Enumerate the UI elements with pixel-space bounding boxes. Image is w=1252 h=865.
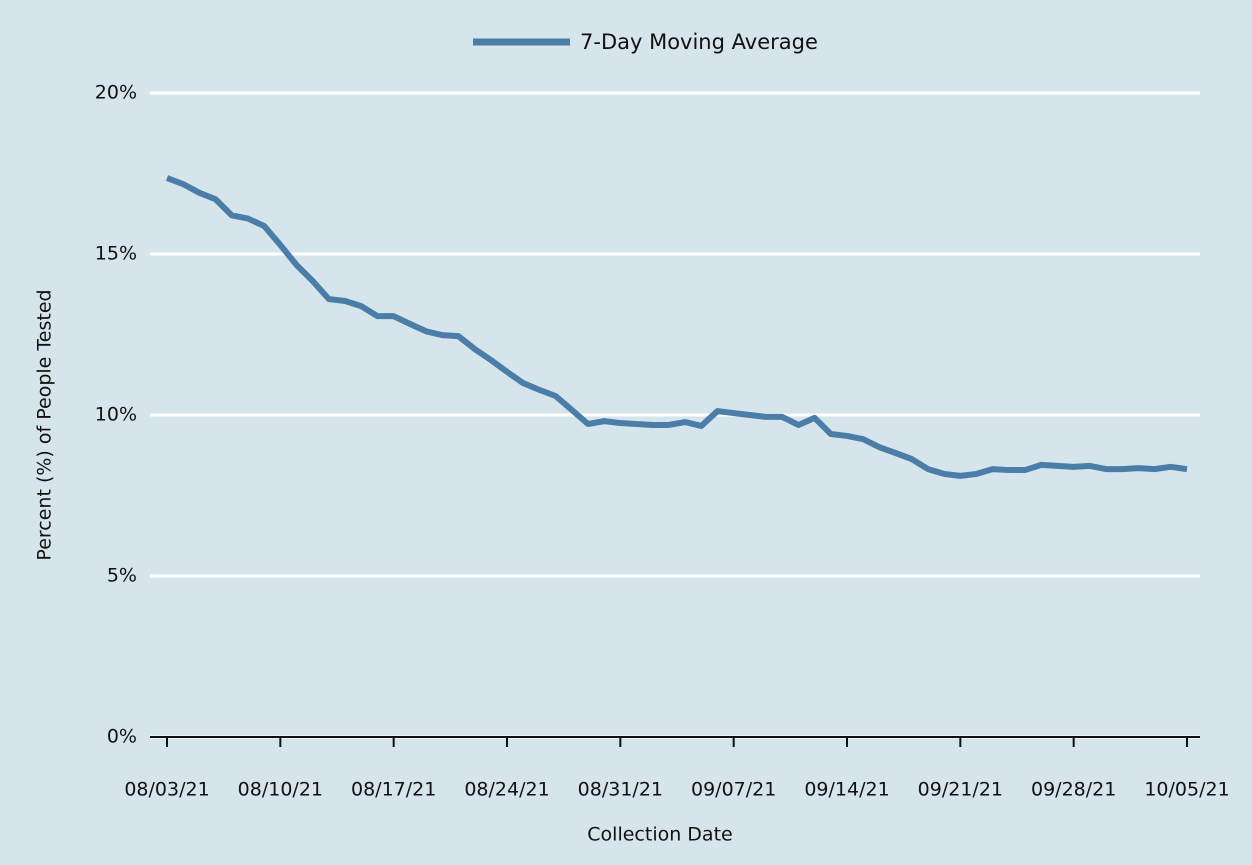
x-tick-label: 09/21/21	[918, 779, 1003, 801]
x-tick-label: 08/10/21	[238, 779, 323, 801]
y-tick-label: 15%	[95, 243, 137, 265]
y-tick-label: 20%	[95, 82, 137, 104]
x-tick-label: 09/07/21	[691, 779, 776, 801]
y-tick-label: 5%	[107, 565, 137, 587]
x-tick-label: 08/24/21	[464, 779, 549, 801]
x-tick-label: 09/28/21	[1031, 779, 1116, 801]
data-line	[165, 175, 1188, 479]
legend-label: 7-Day Moving Average	[580, 30, 818, 54]
x-tick-label: 09/14/21	[804, 779, 889, 801]
x-tick-label: 08/03/21	[124, 779, 209, 801]
y-axis-label: Percent (%) of People Tested	[34, 289, 56, 560]
y-tick-label: 10%	[95, 404, 137, 426]
x-tick-label: 08/17/21	[351, 779, 436, 801]
x-tick-label: 08/31/21	[578, 779, 663, 801]
y-tick-label: 0%	[107, 726, 137, 748]
x-axis-label: Collection Date	[587, 824, 732, 846]
x-tick-label: 10/05/21	[1144, 779, 1229, 801]
